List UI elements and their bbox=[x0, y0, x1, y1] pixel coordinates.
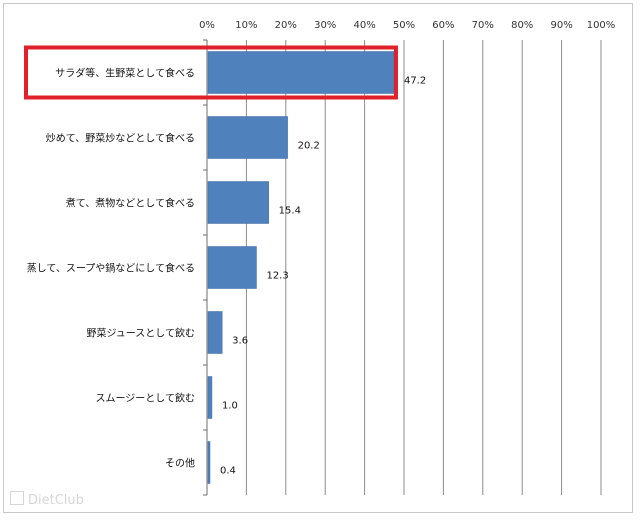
watermark-logo-icon bbox=[10, 491, 24, 505]
bar bbox=[207, 441, 211, 484]
bar bbox=[207, 181, 269, 224]
x-tick-label: 0% bbox=[199, 20, 215, 31]
category-label: その他 bbox=[165, 457, 195, 470]
data-label: 12.3 bbox=[266, 271, 288, 282]
x-tick-label: 40% bbox=[353, 20, 375, 31]
bar bbox=[207, 51, 395, 94]
data-label: 3.6 bbox=[232, 336, 248, 347]
category-label: スムージーとして飲む bbox=[96, 392, 196, 405]
data-label: 1.0 bbox=[222, 401, 238, 412]
category-label: 炒めて、野菜炒などとして食べる bbox=[46, 132, 195, 145]
x-tick-label: 20% bbox=[275, 20, 297, 31]
data-label: 0.4 bbox=[220, 466, 236, 477]
x-tick-label: 70% bbox=[472, 20, 494, 31]
category-label: 野菜ジュースとして飲む bbox=[87, 327, 196, 340]
data-label: 20.2 bbox=[298, 141, 320, 152]
x-tick-label: 80% bbox=[511, 20, 533, 31]
x-tick-label: 10% bbox=[235, 20, 257, 31]
x-tick-label: 50% bbox=[393, 20, 415, 31]
data-label: 47.2 bbox=[404, 76, 426, 87]
category-label: 蒸して、スープや鍋などにして食べる bbox=[27, 262, 195, 275]
bar bbox=[207, 246, 257, 289]
x-tick-label: 100% bbox=[587, 20, 616, 31]
category-label: 煮て、煮物などとして食べる bbox=[66, 197, 195, 210]
x-tick-label: 30% bbox=[314, 20, 336, 31]
x-tick-label: 90% bbox=[550, 20, 572, 31]
highlight-box bbox=[24, 45, 398, 100]
data-label: 15.4 bbox=[279, 206, 301, 217]
category-label: サラダ等、生野菜として食べる bbox=[55, 67, 195, 80]
watermark-text: DietClub bbox=[28, 493, 84, 508]
bar bbox=[207, 311, 223, 354]
bar bbox=[207, 116, 288, 159]
watermark: DietClub bbox=[10, 491, 84, 508]
bar bbox=[207, 376, 213, 419]
x-tick-label: 60% bbox=[432, 20, 454, 31]
